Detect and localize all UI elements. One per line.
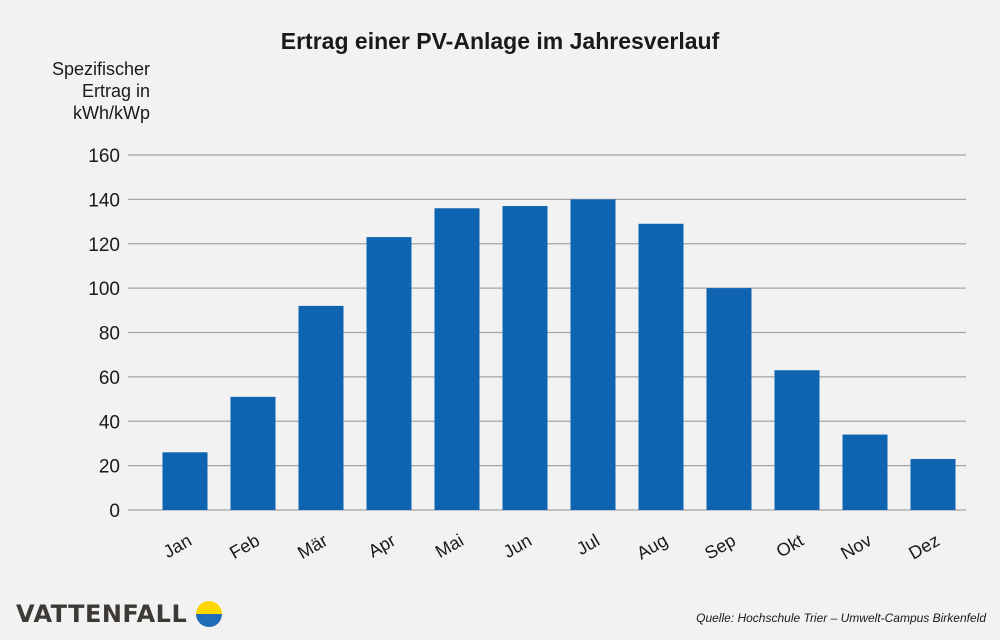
bar-mai <box>434 208 480 510</box>
x-tick-label: Mär <box>294 530 331 563</box>
bar-dez <box>910 458 956 510</box>
bar-jul <box>570 199 616 510</box>
x-tick-label: Okt <box>773 530 807 561</box>
y-tick-label: 160 <box>88 146 120 167</box>
x-tick-label: Sep <box>701 530 739 563</box>
source-note: Quelle: Hochschule Trier – Umwelt-Campus… <box>696 611 986 625</box>
y-tick-label: 140 <box>88 190 120 211</box>
y-tick-label: 80 <box>99 324 120 345</box>
logo-circle-icon <box>196 601 223 627</box>
x-tick-label: Dez <box>905 530 943 563</box>
bar-apr <box>366 237 412 510</box>
x-tick-label: Jul <box>573 530 603 559</box>
bar-jun <box>502 206 548 510</box>
y-tick-label: 60 <box>99 368 120 389</box>
vattenfall-logo: VATTENFALL <box>16 600 223 628</box>
y-tick-label: 100 <box>88 279 120 300</box>
x-tick-label: Jun <box>500 530 535 562</box>
y-tick-label: 120 <box>88 235 120 256</box>
x-tick-label: Apr <box>365 530 399 561</box>
x-tick-label: Jan <box>160 530 195 562</box>
y-tick-label: 40 <box>99 412 120 433</box>
logo-text: VATTENFALL <box>16 600 188 628</box>
y-axis-label: Spezifischer Ertrag in kWh/kWp <box>51 59 150 123</box>
y-tick-label: 0 <box>109 501 120 522</box>
bar-nov <box>842 434 888 510</box>
bar-jan <box>162 452 208 510</box>
x-tick-label: Mai <box>432 530 467 562</box>
x-tick-label: Feb <box>226 530 263 563</box>
bar-aug <box>638 223 684 510</box>
bar-okt <box>774 370 820 510</box>
x-tick-label: Aug <box>633 530 671 563</box>
bar-feb <box>230 396 276 510</box>
y-tick-label: 20 <box>99 457 120 478</box>
x-tick-label: Nov <box>837 530 875 563</box>
chart-title: Ertrag einer PV-Anlage im Jahresverlauf <box>280 28 720 54</box>
bar-sep <box>706 288 752 510</box>
bar-mär <box>298 305 344 510</box>
